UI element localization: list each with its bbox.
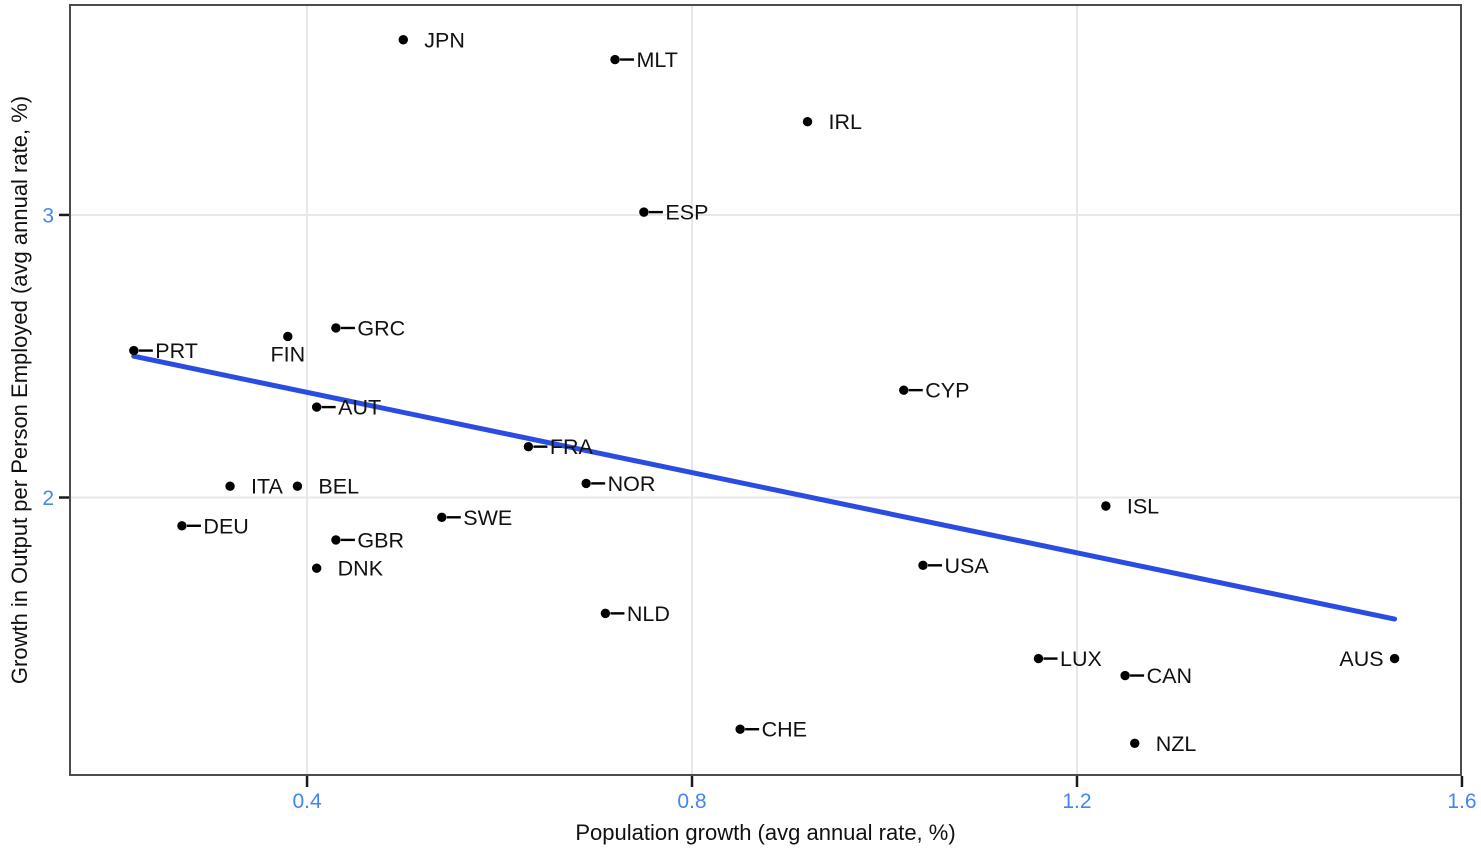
point-label-nor: NOR <box>608 472 656 496</box>
point-label-lux: LUX <box>1060 647 1102 671</box>
point-label-irl: IRL <box>829 110 863 134</box>
point-label-swe: SWE <box>463 506 512 530</box>
point-label-mlt: MLT <box>637 48 678 72</box>
data-point-nld <box>600 608 611 619</box>
data-point-bel <box>292 481 303 491</box>
plot-frame <box>69 4 1462 776</box>
point-label-deu: DEU <box>203 514 248 538</box>
x-tick-label-1.6: 1.6 <box>1447 790 1476 813</box>
data-point-nzl <box>1130 738 1140 749</box>
data-point-lux <box>1033 653 1044 664</box>
point-label-can: CAN <box>1147 664 1192 688</box>
data-point-fra <box>523 441 534 452</box>
x-tick-label-0.8: 0.8 <box>677 790 706 813</box>
data-point-mlt <box>610 54 620 65</box>
point-label-isl: ISL <box>1127 494 1159 518</box>
data-point-esp <box>639 207 649 217</box>
point-label-cyp: CYP <box>925 379 969 403</box>
data-point-deu <box>177 521 187 531</box>
data-point-gbr <box>331 535 341 545</box>
y-tick-label-3: 3 <box>42 204 54 227</box>
data-point-dnk <box>311 563 322 573</box>
point-label-dnk: DNK <box>338 557 384 581</box>
data-point-usa <box>918 560 928 571</box>
point-label-aus: AUS <box>1339 647 1383 671</box>
data-point-grc <box>331 323 341 333</box>
data-point-can <box>1120 670 1130 681</box>
point-label-esp: ESP <box>665 201 708 225</box>
y-axis-title: Growth in Output per Person Employed (av… <box>7 95 32 685</box>
data-point-isl <box>1101 501 1111 511</box>
data-point-che <box>735 724 745 734</box>
point-label-aut: AUT <box>338 396 381 420</box>
point-label-che: CHE <box>762 718 807 742</box>
data-point-fin <box>283 331 293 342</box>
data-point-irl <box>802 117 813 127</box>
point-label-usa: USA <box>945 554 990 578</box>
point-label-jpn: JPN <box>424 28 465 52</box>
point-label-ita: ITA <box>251 475 284 499</box>
x-tick-label-1.2: 1.2 <box>1062 790 1091 813</box>
data-point-jpn <box>398 35 408 45</box>
point-label-nzl: NZL <box>1156 732 1197 756</box>
point-label-fra: FRA <box>550 435 594 459</box>
x-axis-title: Population growth (avg annual rate, %) <box>575 820 956 845</box>
point-label-grc: GRC <box>357 316 405 340</box>
data-point-aut <box>311 402 322 412</box>
data-point-aus <box>1389 653 1400 664</box>
point-label-fin: FIN <box>270 342 305 366</box>
data-point-cyp <box>899 385 909 395</box>
point-label-nld: NLD <box>627 602 670 626</box>
data-point-swe <box>437 512 447 522</box>
point-label-prt: PRT <box>155 339 198 363</box>
point-label-gbr: GBR <box>357 528 404 552</box>
data-point-prt <box>129 345 139 356</box>
y-tick-label-2: 2 <box>42 487 54 510</box>
trend-line <box>131 353 1398 622</box>
data-point-ita <box>225 481 235 491</box>
x-tick-label-0.4: 0.4 <box>292 790 322 813</box>
data-point-nor <box>581 478 591 489</box>
point-label-bel: BEL <box>318 475 359 499</box>
